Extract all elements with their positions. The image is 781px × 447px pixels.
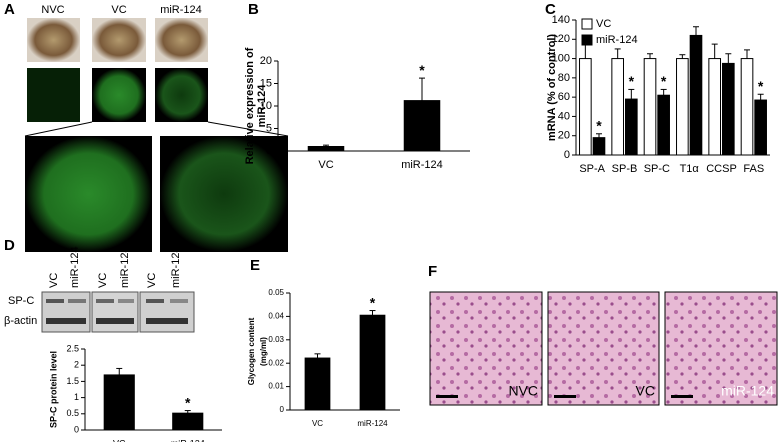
blot-row-label: β-actin: [4, 315, 37, 327]
y-tick-label: 0: [280, 405, 285, 414]
bar: [359, 314, 386, 411]
significance: *: [758, 78, 764, 94]
bar: [403, 100, 441, 152]
lane-label: miR-124: [69, 246, 81, 288]
bar: [740, 58, 754, 156]
image-label: miR-124: [160, 4, 202, 16]
lane-label: VC: [97, 273, 109, 288]
y-tick-label: 0.5: [66, 408, 79, 418]
y-axis-label: miR-124: [256, 84, 268, 128]
bar: [657, 94, 670, 156]
bar: [611, 58, 624, 156]
y-tick-label: 15: [260, 77, 272, 89]
image-label: NVC: [41, 4, 64, 16]
y-tick-label: 80: [558, 72, 570, 84]
y-tick-label: 5: [266, 122, 272, 134]
y-tick-label: 2.5: [66, 343, 79, 353]
y-tick-label: 20: [260, 55, 272, 67]
panel-label: E: [250, 257, 260, 274]
y-axis-label: (mg/ml): [259, 337, 268, 366]
y-tick-label: 40: [558, 110, 570, 122]
significance: *: [370, 294, 376, 310]
y-tick-label: 2: [74, 360, 79, 370]
bar: [592, 137, 606, 156]
x-tick-label: T1α: [680, 163, 700, 175]
bar: [625, 98, 638, 156]
bar: [643, 58, 657, 156]
y-tick-label: 1.5: [66, 376, 79, 386]
x-tick-label: miR-124: [171, 438, 205, 442]
significance: *: [596, 117, 602, 133]
significance: *: [419, 62, 425, 78]
panel-label: D: [4, 237, 15, 254]
bar: [708, 58, 721, 156]
y-tick-label: 0.05: [268, 288, 284, 297]
y-tick-label: 1: [74, 392, 79, 402]
x-tick-label: VC: [312, 419, 323, 428]
x-tick-label: miR-124: [357, 419, 388, 428]
bar: [722, 62, 735, 156]
y-tick-label: 10: [260, 100, 272, 112]
bar: [754, 99, 767, 156]
bar: [307, 146, 345, 152]
bar: [103, 374, 135, 431]
y-tick-label: 100: [552, 52, 570, 64]
image-label: VC: [111, 4, 126, 16]
x-tick-label: FAS: [743, 163, 764, 175]
panel-a-images: [24, 18, 289, 252]
significance: *: [661, 73, 667, 89]
y-axis-label: mRNA (% of control): [546, 34, 558, 141]
image-label: VC: [636, 383, 655, 399]
y-axis-label: SP-C protein level: [48, 351, 58, 428]
x-tick-label: VC: [113, 438, 126, 442]
x-tick-label: CCSP: [706, 163, 737, 175]
bar: [676, 58, 689, 156]
x-tick-label: SP-A: [579, 163, 605, 175]
panel-label: B: [248, 1, 259, 18]
lane-label: miR-124: [119, 246, 131, 288]
image-label: NVC: [508, 383, 538, 399]
y-tick-label: 0: [564, 149, 570, 161]
y-tick-label: 20: [558, 130, 570, 142]
y-axis-label: Glycogen content: [247, 317, 256, 385]
blot-row-label: SP-C: [8, 295, 34, 307]
legend-label: VC: [596, 18, 611, 30]
legend-swatch: [581, 18, 593, 30]
legend-label: miR-124: [596, 34, 638, 46]
lane-label: miR-124: [170, 246, 182, 288]
y-tick-label: 60: [558, 91, 570, 103]
y-tick-label: 120: [552, 33, 570, 45]
significance: *: [185, 394, 191, 410]
image-label: miR-124: [721, 383, 774, 399]
bar: [304, 357, 331, 411]
y-tick-label: 0.04: [268, 312, 284, 321]
x-tick-label: SP-B: [612, 163, 638, 175]
bar: [579, 58, 592, 156]
y-tick-label: 0: [74, 424, 79, 434]
y-tick-label: 0.01: [268, 382, 284, 391]
bar: [689, 34, 703, 156]
histology-images: [429, 291, 778, 406]
legend-swatch: [581, 34, 593, 46]
y-tick-label: 0.02: [268, 358, 284, 367]
x-tick-label: SP-C: [644, 163, 670, 175]
y-tick-label: 0: [266, 145, 272, 157]
x-tick-label: miR-124: [401, 159, 443, 171]
y-tick-label: 140: [552, 14, 570, 26]
western-blot: [41, 291, 195, 333]
lane-label: VC: [146, 273, 158, 288]
x-tick-label: VC: [318, 159, 333, 171]
panel-label: A: [4, 1, 15, 18]
panel-label: F: [428, 263, 437, 280]
significance: *: [629, 73, 635, 89]
y-axis-label: Relative expression of: [244, 47, 256, 164]
panel-label: C: [545, 1, 556, 18]
bar: [172, 412, 204, 431]
lane-label: VC: [48, 273, 60, 288]
y-tick-label: 0.03: [268, 335, 284, 344]
